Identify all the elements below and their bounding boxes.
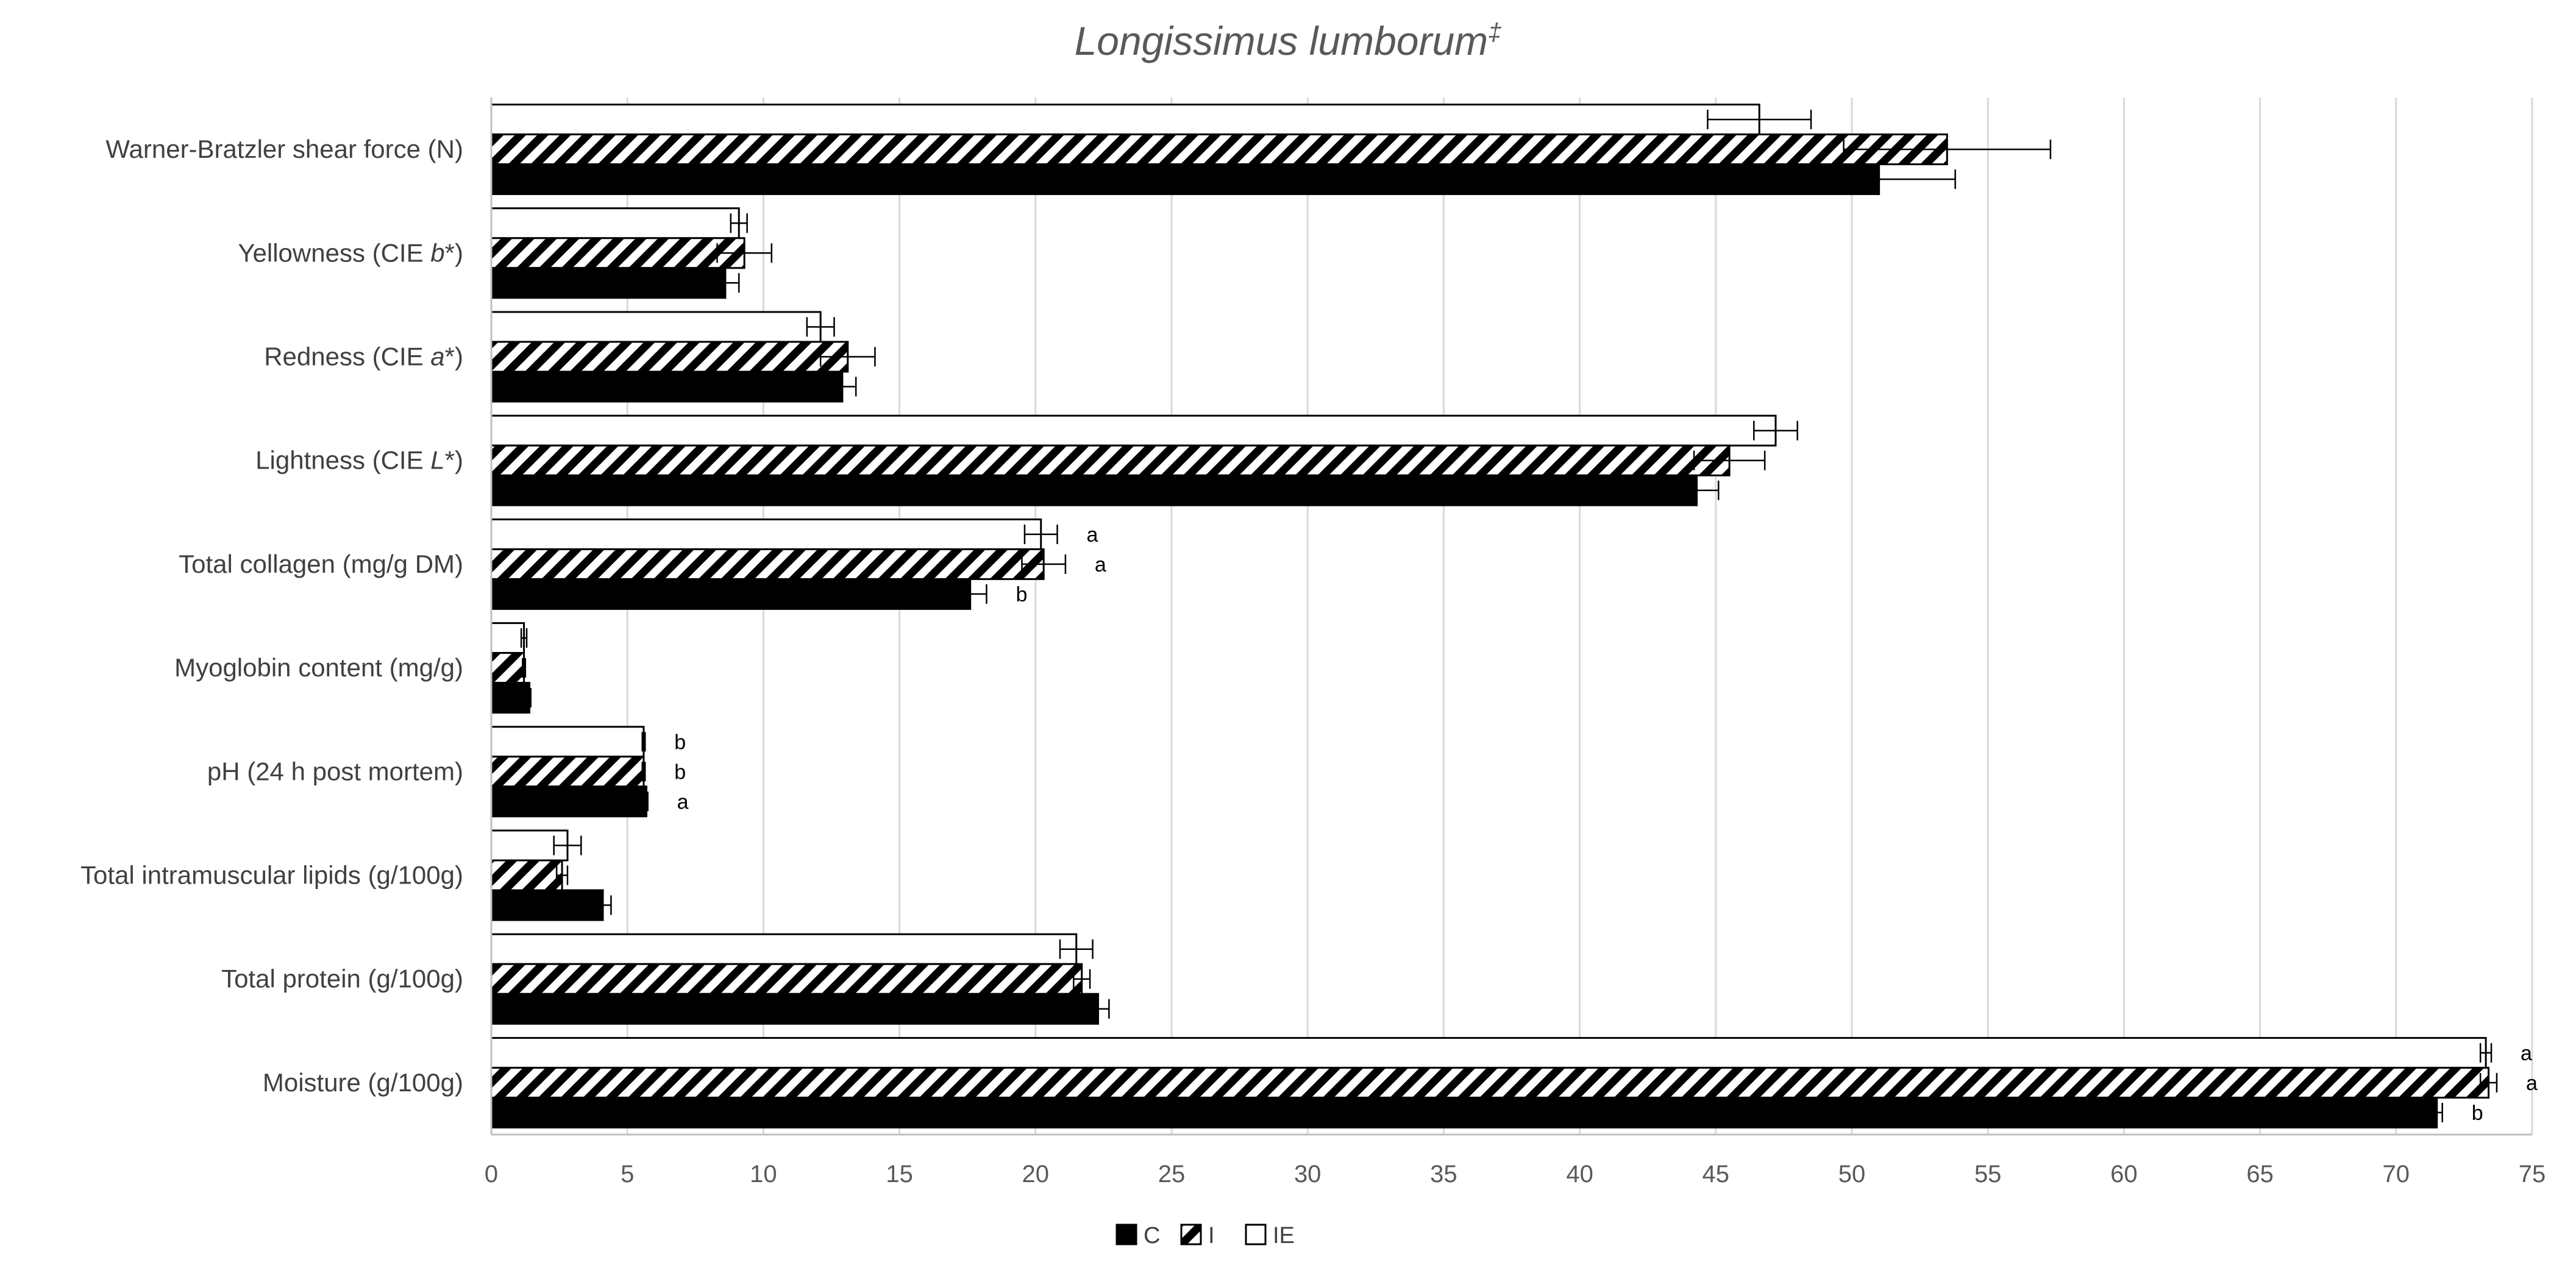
x-tick-label-65: 65 [2246, 1161, 2274, 1188]
bars [490, 104, 2490, 1128]
bar-I-6 [490, 756, 645, 788]
legend-label-IE: IE [1273, 1223, 1295, 1249]
legend-label-I: I [1208, 1223, 1215, 1249]
x-tick-label-55: 55 [1974, 1161, 2002, 1188]
bar-I-9 [490, 1066, 2490, 1099]
bar-I-1 [490, 237, 745, 269]
x-tick-label-75: 75 [2519, 1161, 2546, 1188]
bar-I-7 [490, 859, 563, 891]
category-label-3: Lightness (CIE L*) [255, 446, 463, 475]
x-tick-label-40: 40 [1566, 1161, 1593, 1188]
legend-label-C: C [1144, 1223, 1160, 1249]
bar-IE-2 [490, 311, 822, 343]
category-label-8: Total protein (g/100g) [221, 965, 463, 993]
category-label-1: Yellowness (CIE b*) [238, 238, 463, 267]
category-label-5: Myoglobin content (mg/g) [174, 653, 463, 682]
sig-letter-C-6: a [677, 790, 689, 813]
legend-swatch-C [1115, 1224, 1137, 1245]
sig-letter-IE-4: a [1087, 523, 1098, 547]
bar-I-4 [490, 548, 1045, 580]
x-tick-label-10: 10 [750, 1161, 777, 1188]
bar-C-6 [490, 785, 647, 818]
x-tick-label-20: 20 [1022, 1161, 1050, 1188]
sig-letter-I-4: a [1095, 553, 1106, 576]
bar-C-5 [490, 682, 530, 714]
bar-C-7 [490, 889, 604, 921]
sig-letter-IE-9: a [2521, 1042, 2532, 1065]
legend-swatch-I [1180, 1224, 1202, 1245]
legend-swatch-IE [1245, 1224, 1267, 1245]
sig-letter-I-6: b [674, 760, 686, 784]
x-tick-labels: 0 5 10 15 20 25 30 35 40 45 50 55 60 65 70 75 [485, 1161, 2546, 1188]
legend: C I IE [1115, 1223, 1295, 1249]
bar-I-3 [490, 444, 1731, 476]
bar-I-5 [490, 652, 525, 684]
bar-C-1 [490, 267, 727, 299]
x-tick-label-25: 25 [1158, 1161, 1186, 1188]
category-label-6: pH (24 h post mortem) [207, 757, 463, 785]
bar-C-3 [490, 474, 1698, 506]
bar-IE-3 [490, 414, 1777, 447]
x-tick-label-60: 60 [2110, 1161, 2138, 1188]
x-tick-label-70: 70 [2383, 1161, 2410, 1188]
x-tick-label-50: 50 [1838, 1161, 1866, 1188]
bar-I-0 [490, 133, 1948, 166]
sig-letter-I-9: a [2526, 1072, 2538, 1095]
bar-IE-0 [490, 104, 1760, 136]
chart-title: Longissimus lumborum‡ [1075, 18, 1502, 63]
gridlines [626, 97, 2533, 1135]
category-labels: Warner-Bratzler shear force (N) Yellownes… [80, 135, 463, 1097]
x-tick-label-5: 5 [621, 1161, 634, 1188]
x-tick-label-15: 15 [886, 1161, 913, 1188]
category-label-4: Total collagen (mg/g DM) [179, 550, 463, 578]
sig-letter-C-4: b [1016, 583, 1027, 606]
bar-I-8 [490, 963, 1083, 995]
bar-C-0 [490, 163, 1880, 196]
sig-letter-IE-6: b [674, 731, 686, 754]
bar-C-9 [490, 1096, 2438, 1128]
bar-IE-8 [490, 933, 1078, 965]
bar-IE-1 [490, 207, 740, 239]
bar-C-8 [490, 993, 1099, 1025]
bar-I-2 [490, 341, 849, 373]
bar-C-4 [490, 578, 972, 610]
category-label-7: Total intramuscular lipids (g/100g) [80, 861, 463, 890]
category-label-0: Warner-Bratzler shear force (N) [105, 135, 463, 163]
x-tick-label-35: 35 [1430, 1161, 1457, 1188]
category-label-9: Moisture (g/100g) [263, 1068, 463, 1097]
x-tick-label-0: 0 [485, 1161, 498, 1188]
x-tick-label-45: 45 [1703, 1161, 1730, 1188]
error-bars [520, 110, 2498, 1122]
bar-C-2 [490, 370, 844, 403]
bar-IE-5 [490, 622, 525, 654]
bar-IE-6 [490, 726, 645, 758]
axes [490, 97, 2532, 1136]
sig-letter-C-9: b [2472, 1102, 2483, 1125]
bar-IE-9 [490, 1036, 2487, 1069]
category-label-2: Redness (CIE a*) [264, 342, 463, 371]
x-tick-label-30: 30 [1294, 1161, 1322, 1188]
bar-IE-4 [490, 518, 1042, 550]
